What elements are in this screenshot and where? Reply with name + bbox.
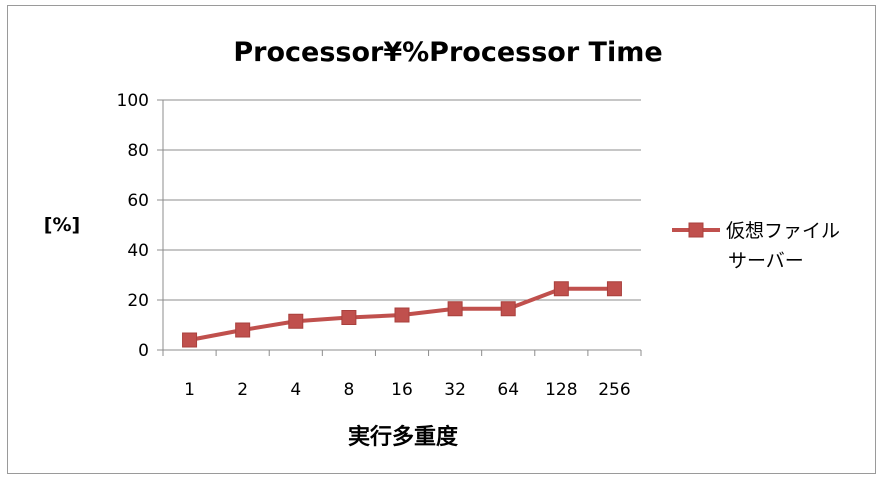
data-point-8 bbox=[341, 310, 357, 325]
data-point-128 bbox=[553, 281, 569, 297]
legend-label-line-0: 仮想ファイル bbox=[726, 220, 840, 242]
series-layer bbox=[182, 281, 622, 348]
y-tick-label-0: 0 bbox=[138, 341, 149, 361]
y-tick-label-80: 80 bbox=[127, 141, 149, 161]
x-tick-label-2: 2 bbox=[237, 380, 248, 400]
legend-label-line-1: サーバー bbox=[728, 250, 804, 272]
x-tick-label-64: 64 bbox=[497, 380, 519, 400]
x-tick-label-4: 4 bbox=[290, 380, 301, 400]
gridlines bbox=[163, 99, 641, 301]
x-tick-label-16: 16 bbox=[391, 380, 413, 400]
legend-marker bbox=[688, 222, 704, 238]
x-tick-label-128: 128 bbox=[545, 380, 577, 400]
data-point-32 bbox=[447, 301, 463, 317]
chart-title: Processor¥%Processor Time bbox=[233, 37, 662, 68]
x-tick-label-32: 32 bbox=[444, 380, 466, 400]
data-point-4 bbox=[288, 313, 304, 329]
x-axis-label: 実行多重度 bbox=[348, 424, 459, 450]
y-tick-label-60: 60 bbox=[127, 191, 149, 211]
y-tick-label-20: 20 bbox=[127, 291, 149, 311]
x-tick-label-256: 256 bbox=[598, 380, 630, 400]
y-tick-label-100: 100 bbox=[117, 91, 149, 111]
chart-frame bbox=[7, 5, 876, 474]
data-point-256 bbox=[606, 281, 622, 297]
data-point-2 bbox=[235, 322, 251, 338]
axes bbox=[157, 99, 642, 356]
y-axis-label: [%] bbox=[44, 214, 80, 236]
y-tick-label-40: 40 bbox=[127, 241, 149, 261]
data-point-64 bbox=[500, 301, 516, 317]
data-point-1 bbox=[182, 332, 198, 348]
x-tick-label-8: 8 bbox=[343, 380, 354, 400]
x-tick-label-1: 1 bbox=[184, 380, 195, 400]
data-point-16 bbox=[394, 307, 410, 323]
tick-labels: 0 20 40 60 80 100 1 2 4 8 16 32 64 128 256 bbox=[117, 91, 631, 400]
